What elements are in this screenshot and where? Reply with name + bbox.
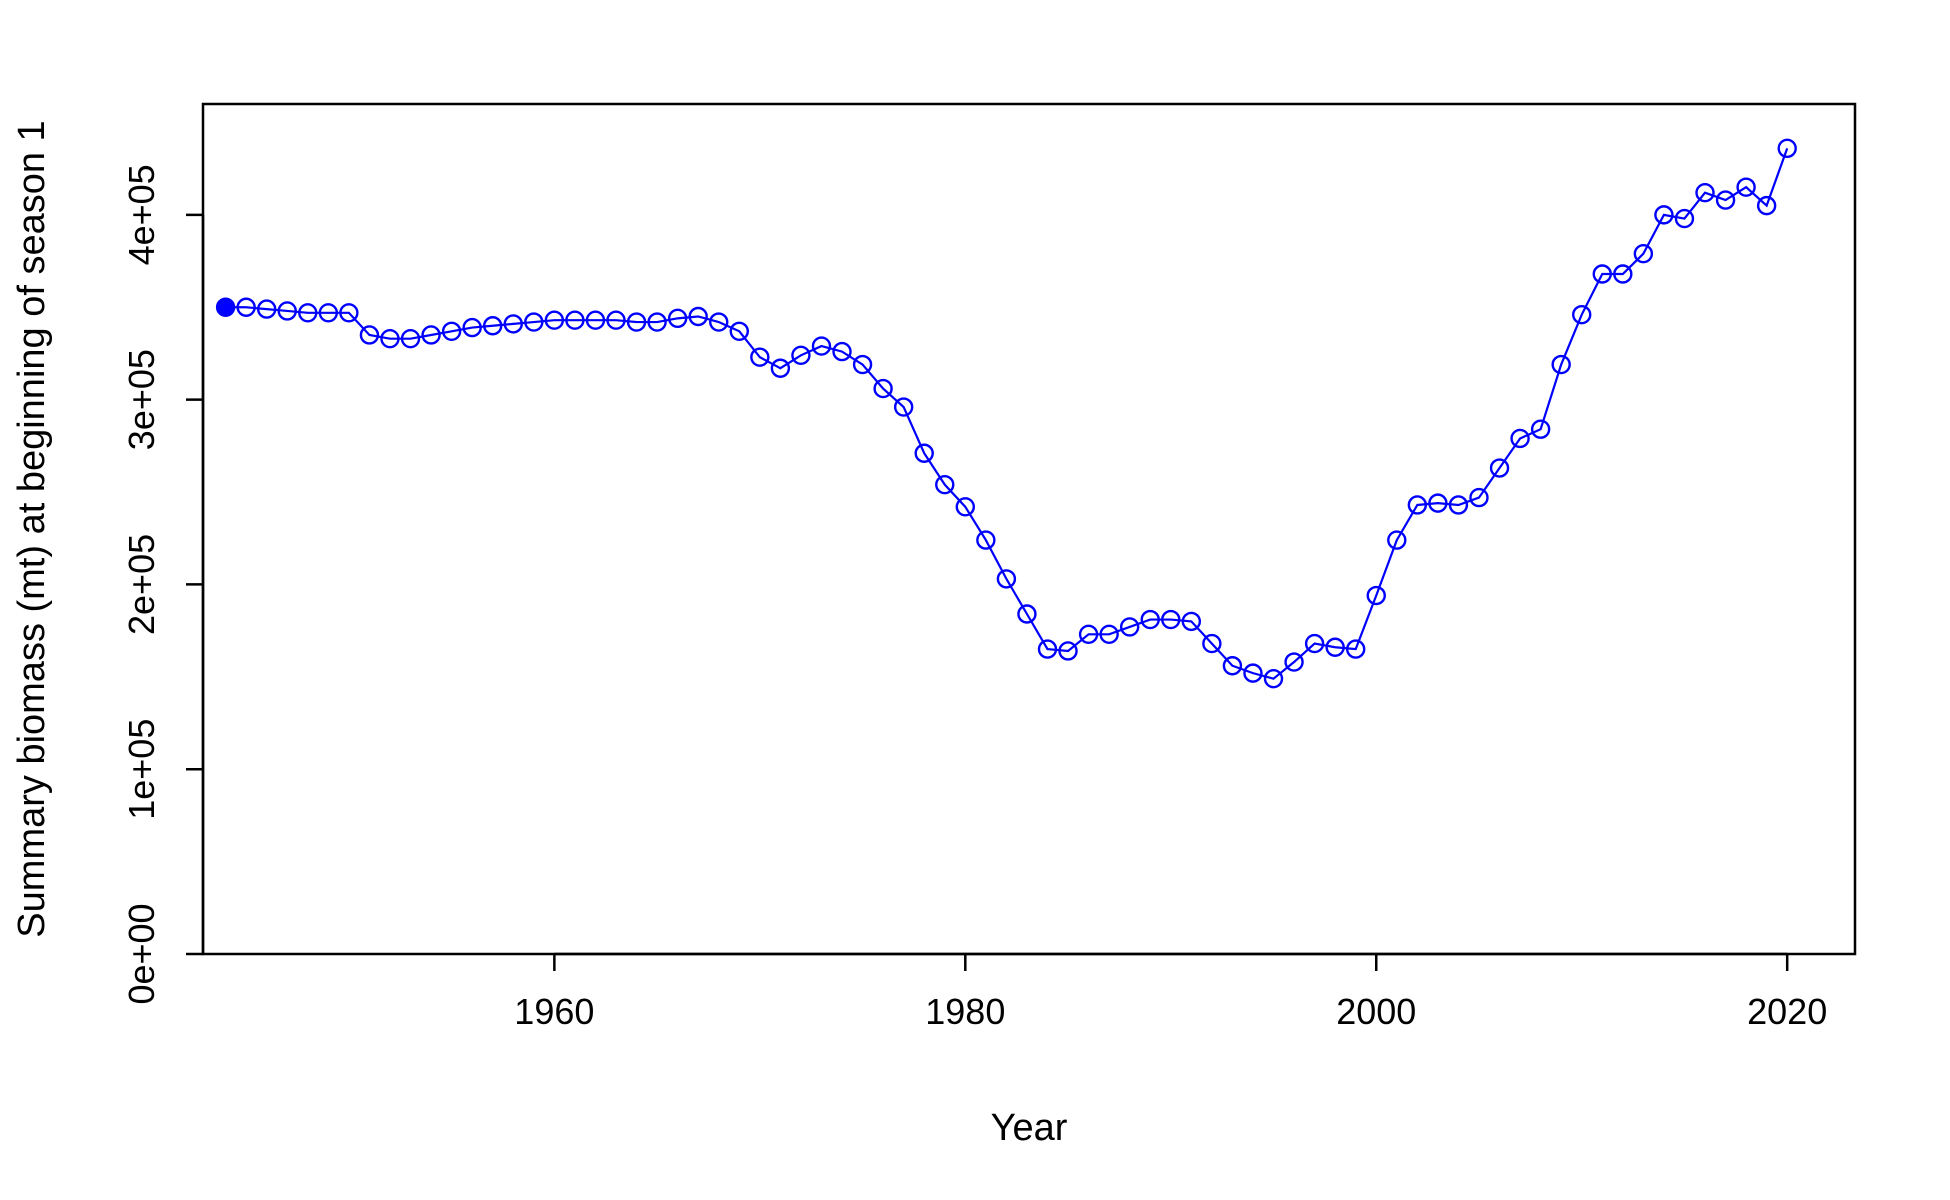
data-point	[873, 378, 893, 399]
x-tick-label: 1980	[925, 991, 1005, 1032]
data-point	[462, 317, 482, 338]
data-point	[667, 308, 688, 329]
data-point	[1037, 639, 1058, 659]
data-point	[585, 310, 606, 330]
data-point	[544, 310, 565, 330]
data-point	[1777, 138, 1797, 159]
y-tick-label: 4e+05	[121, 164, 162, 265]
data-point	[1407, 495, 1428, 515]
data-point	[893, 397, 914, 417]
data-point	[1161, 609, 1181, 630]
data-point	[1428, 493, 1448, 513]
data-point	[565, 310, 585, 330]
data-point	[955, 497, 976, 517]
data-point	[1736, 177, 1756, 197]
data-point	[524, 312, 544, 332]
data-point	[256, 299, 277, 319]
plot-frame	[201, 102, 1857, 956]
y-tick-label: 2e+05	[121, 534, 162, 635]
data-point	[1654, 205, 1674, 225]
data-point	[236, 297, 256, 317]
data-point	[1140, 609, 1160, 630]
data-point	[380, 328, 400, 349]
data-point	[1222, 656, 1243, 676]
data-point	[421, 325, 441, 345]
y-tick-label: 3e+05	[121, 349, 162, 450]
data-point	[1674, 208, 1695, 229]
x-axis: 1960 1980 2000 2020	[514, 952, 1827, 1032]
data-point	[298, 303, 318, 323]
data-point	[1325, 637, 1345, 657]
data-point	[1469, 487, 1489, 508]
data-point	[1346, 639, 1366, 659]
data-point	[215, 297, 236, 317]
data-point	[1119, 617, 1140, 637]
data-point	[935, 474, 955, 495]
data-point	[832, 341, 852, 362]
data-point	[647, 312, 667, 332]
data-point	[770, 358, 791, 378]
x-axis-label: Year	[991, 1107, 1068, 1149]
data-point	[1756, 195, 1777, 216]
data-point	[1592, 264, 1612, 284]
data-point	[1243, 663, 1263, 683]
data-point	[1448, 495, 1469, 515]
x-tick-label: 2000	[1336, 991, 1416, 1032]
series-points	[215, 138, 1797, 689]
data-point	[277, 301, 297, 321]
data-point	[1017, 604, 1037, 624]
x-tick-label: 1960	[514, 991, 594, 1032]
data-point	[1304, 633, 1325, 654]
data-point	[1263, 668, 1284, 689]
data-point	[441, 321, 462, 341]
y-tick-label: 1e+05	[121, 719, 162, 820]
data-point	[400, 328, 421, 349]
data-point	[996, 569, 1017, 589]
data-point	[976, 530, 996, 550]
data-point	[1613, 264, 1633, 284]
data-point	[1387, 530, 1407, 550]
data-point	[709, 312, 729, 332]
data-point	[1572, 304, 1592, 325]
data-point	[503, 314, 523, 334]
data-point	[359, 325, 380, 345]
data-point	[1202, 633, 1222, 654]
data-point	[811, 336, 832, 356]
data-point	[1695, 182, 1715, 203]
data-point	[750, 347, 770, 367]
y-axis-label: Summary biomass (mt) at beginning of sea…	[11, 120, 53, 937]
data-point	[1058, 641, 1078, 661]
data-point	[1489, 458, 1510, 478]
data-point	[606, 310, 626, 330]
data-point	[483, 316, 503, 336]
data-point	[1715, 190, 1736, 210]
data-point	[1530, 419, 1551, 439]
data-point	[688, 306, 708, 327]
data-point	[1078, 624, 1099, 645]
data-point	[339, 303, 359, 323]
data-point	[1551, 354, 1571, 375]
data-point	[1284, 652, 1304, 672]
data-point	[729, 321, 749, 341]
data-point	[1633, 243, 1654, 264]
data-point	[1510, 428, 1530, 449]
data-point	[914, 443, 934, 463]
y-tick-label: 0e+00	[121, 903, 162, 1004]
data-point	[852, 354, 873, 375]
data-point	[318, 303, 339, 323]
data-point	[1099, 624, 1119, 645]
y-axis: 0e+00 1e+05 2e+05 3e+05 4e+05	[121, 164, 205, 1005]
data-point	[791, 345, 811, 366]
x-tick-label: 2020	[1747, 991, 1827, 1032]
data-point	[1366, 585, 1386, 606]
data-point	[1181, 611, 1202, 632]
series-line	[225, 147, 1789, 680]
data-point	[626, 312, 647, 332]
